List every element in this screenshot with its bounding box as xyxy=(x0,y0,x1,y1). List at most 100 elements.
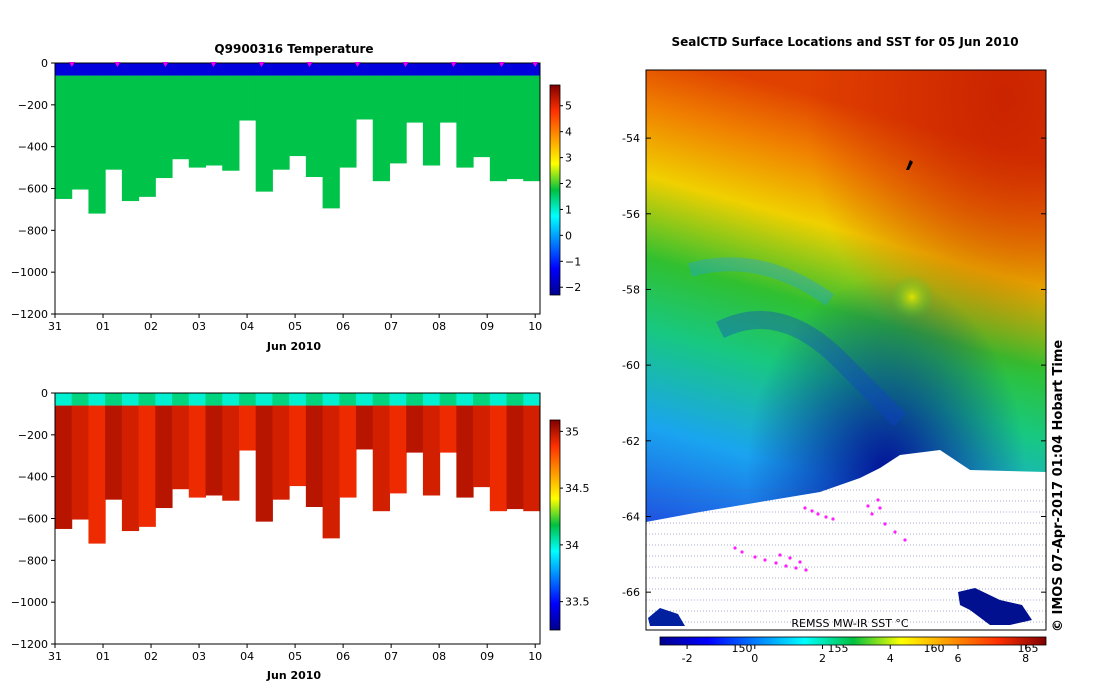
temperature-surface-markers xyxy=(68,62,539,67)
colorbar-tick-label: 2 xyxy=(565,178,572,191)
surface-layer-cell xyxy=(289,63,307,76)
salinity-x-label: Jun 2010 xyxy=(266,669,322,682)
profile-column xyxy=(473,405,491,488)
sst-colorbar-tick-label: 0 xyxy=(751,652,758,665)
profile-column xyxy=(172,405,190,490)
profile-column xyxy=(422,75,441,166)
track-point xyxy=(803,506,807,510)
sst-data-label: REMSS MW-IR SST °C xyxy=(791,617,909,630)
surface-layer-cell xyxy=(473,63,491,76)
track-point xyxy=(903,538,907,542)
surface-marker xyxy=(532,62,539,67)
surface-layer-cell xyxy=(456,63,474,76)
profile-column xyxy=(389,75,407,164)
profile-column xyxy=(105,405,123,500)
sst-map-latitude-axis: -54 -56 -58 -60 -62 -64 -66 xyxy=(622,132,1046,599)
profile-column xyxy=(172,75,190,160)
surface-layer-cell xyxy=(155,63,173,76)
surface-marker xyxy=(498,62,505,67)
surface-layer-cell xyxy=(55,393,73,406)
surface-layer-cell xyxy=(356,63,374,76)
surface-marker xyxy=(306,62,313,67)
x-tick-label: 10 xyxy=(528,320,542,333)
surface-layer-cell xyxy=(188,393,207,406)
profile-column xyxy=(439,405,457,453)
profile-column xyxy=(71,75,89,190)
sst-map-title: SealCTD Surface Locations and SST for 05… xyxy=(671,35,1018,49)
track-point xyxy=(753,555,757,559)
surface-layer-cell xyxy=(523,393,541,406)
salinity-y-axis: 0 −200 −400 −600 −800 −1000 −1200 xyxy=(11,387,55,651)
profile-column xyxy=(205,405,223,496)
colorbar-tick-label: 34.5 xyxy=(565,482,590,495)
profile-column xyxy=(372,405,390,512)
profile-column xyxy=(155,405,173,509)
sea-ice-mask xyxy=(646,450,1046,630)
profile-column xyxy=(523,405,541,512)
temperature-x-axis: 31 01 02 03 04 05 06 07 08 09 10 xyxy=(48,314,542,333)
y-tick-label: 0 xyxy=(41,57,48,70)
profile-column xyxy=(339,405,357,498)
lat-tick-label: -64 xyxy=(622,510,640,523)
profile-column xyxy=(456,405,474,498)
track-point xyxy=(788,556,792,560)
surface-layer-cell xyxy=(121,63,140,76)
y-tick-label: −800 xyxy=(18,224,48,237)
profile-column xyxy=(439,75,457,123)
profile-column xyxy=(305,405,324,507)
y-tick-label: −200 xyxy=(18,429,48,442)
surface-layer-cell xyxy=(205,63,223,76)
x-tick-label: 08 xyxy=(432,320,446,333)
profile-column xyxy=(88,75,106,214)
y-tick-label: 0 xyxy=(41,387,48,400)
surface-layer-cell xyxy=(305,393,324,406)
surface-marker xyxy=(114,62,121,67)
profile-column xyxy=(205,75,223,166)
surface-marker xyxy=(162,62,169,67)
profile-column xyxy=(356,405,374,450)
track-point xyxy=(798,560,802,564)
x-tick-label: 03 xyxy=(192,320,206,333)
temperature-data xyxy=(55,63,541,214)
profile-column xyxy=(88,405,106,544)
surface-marker xyxy=(450,62,457,67)
surface-layer-cell xyxy=(272,393,290,406)
colorbar-tick-label: 0 xyxy=(565,229,572,242)
surface-layer-cell xyxy=(105,393,123,406)
profile-column xyxy=(188,75,207,168)
surface-layer-cell xyxy=(339,393,357,406)
colorbar-tick-label: 34 xyxy=(565,539,579,552)
colorbar-tick-label: 5 xyxy=(565,100,572,113)
surface-layer-cell xyxy=(322,63,340,76)
surface-layer-cell xyxy=(255,393,273,406)
x-tick-label: 02 xyxy=(144,650,158,663)
profile-column xyxy=(339,75,357,168)
y-tick-label: −1000 xyxy=(11,596,48,609)
surface-marker xyxy=(68,62,75,67)
track-point xyxy=(893,530,897,534)
surface-layer-cell xyxy=(238,63,257,76)
track-point xyxy=(870,512,874,516)
track-point xyxy=(876,498,880,502)
y-tick-label: −600 xyxy=(18,513,48,526)
track-point xyxy=(733,546,737,550)
surface-layer-cell xyxy=(406,63,424,76)
lat-tick-label: -62 xyxy=(622,435,640,448)
seal-position-marker xyxy=(906,160,913,170)
profile-column xyxy=(155,75,173,179)
x-tick-label: 09 xyxy=(480,650,494,663)
surface-layer-cell xyxy=(272,63,290,76)
surface-marker xyxy=(258,62,265,67)
surface-layer-cell xyxy=(356,393,374,406)
surface-layer-cell xyxy=(88,63,106,76)
surface-layer-cell xyxy=(422,63,441,76)
surface-layer-cell xyxy=(188,63,207,76)
surface-layer-cell xyxy=(523,63,541,76)
salinity-x-axis: 31 01 02 03 04 05 06 07 08 09 10 xyxy=(48,644,542,663)
surface-marker xyxy=(354,62,361,67)
profile-column xyxy=(138,405,156,527)
track-point xyxy=(824,515,828,519)
salinity-colorbar xyxy=(549,419,561,631)
x-tick-label: 06 xyxy=(336,320,350,333)
track-point xyxy=(810,509,814,513)
